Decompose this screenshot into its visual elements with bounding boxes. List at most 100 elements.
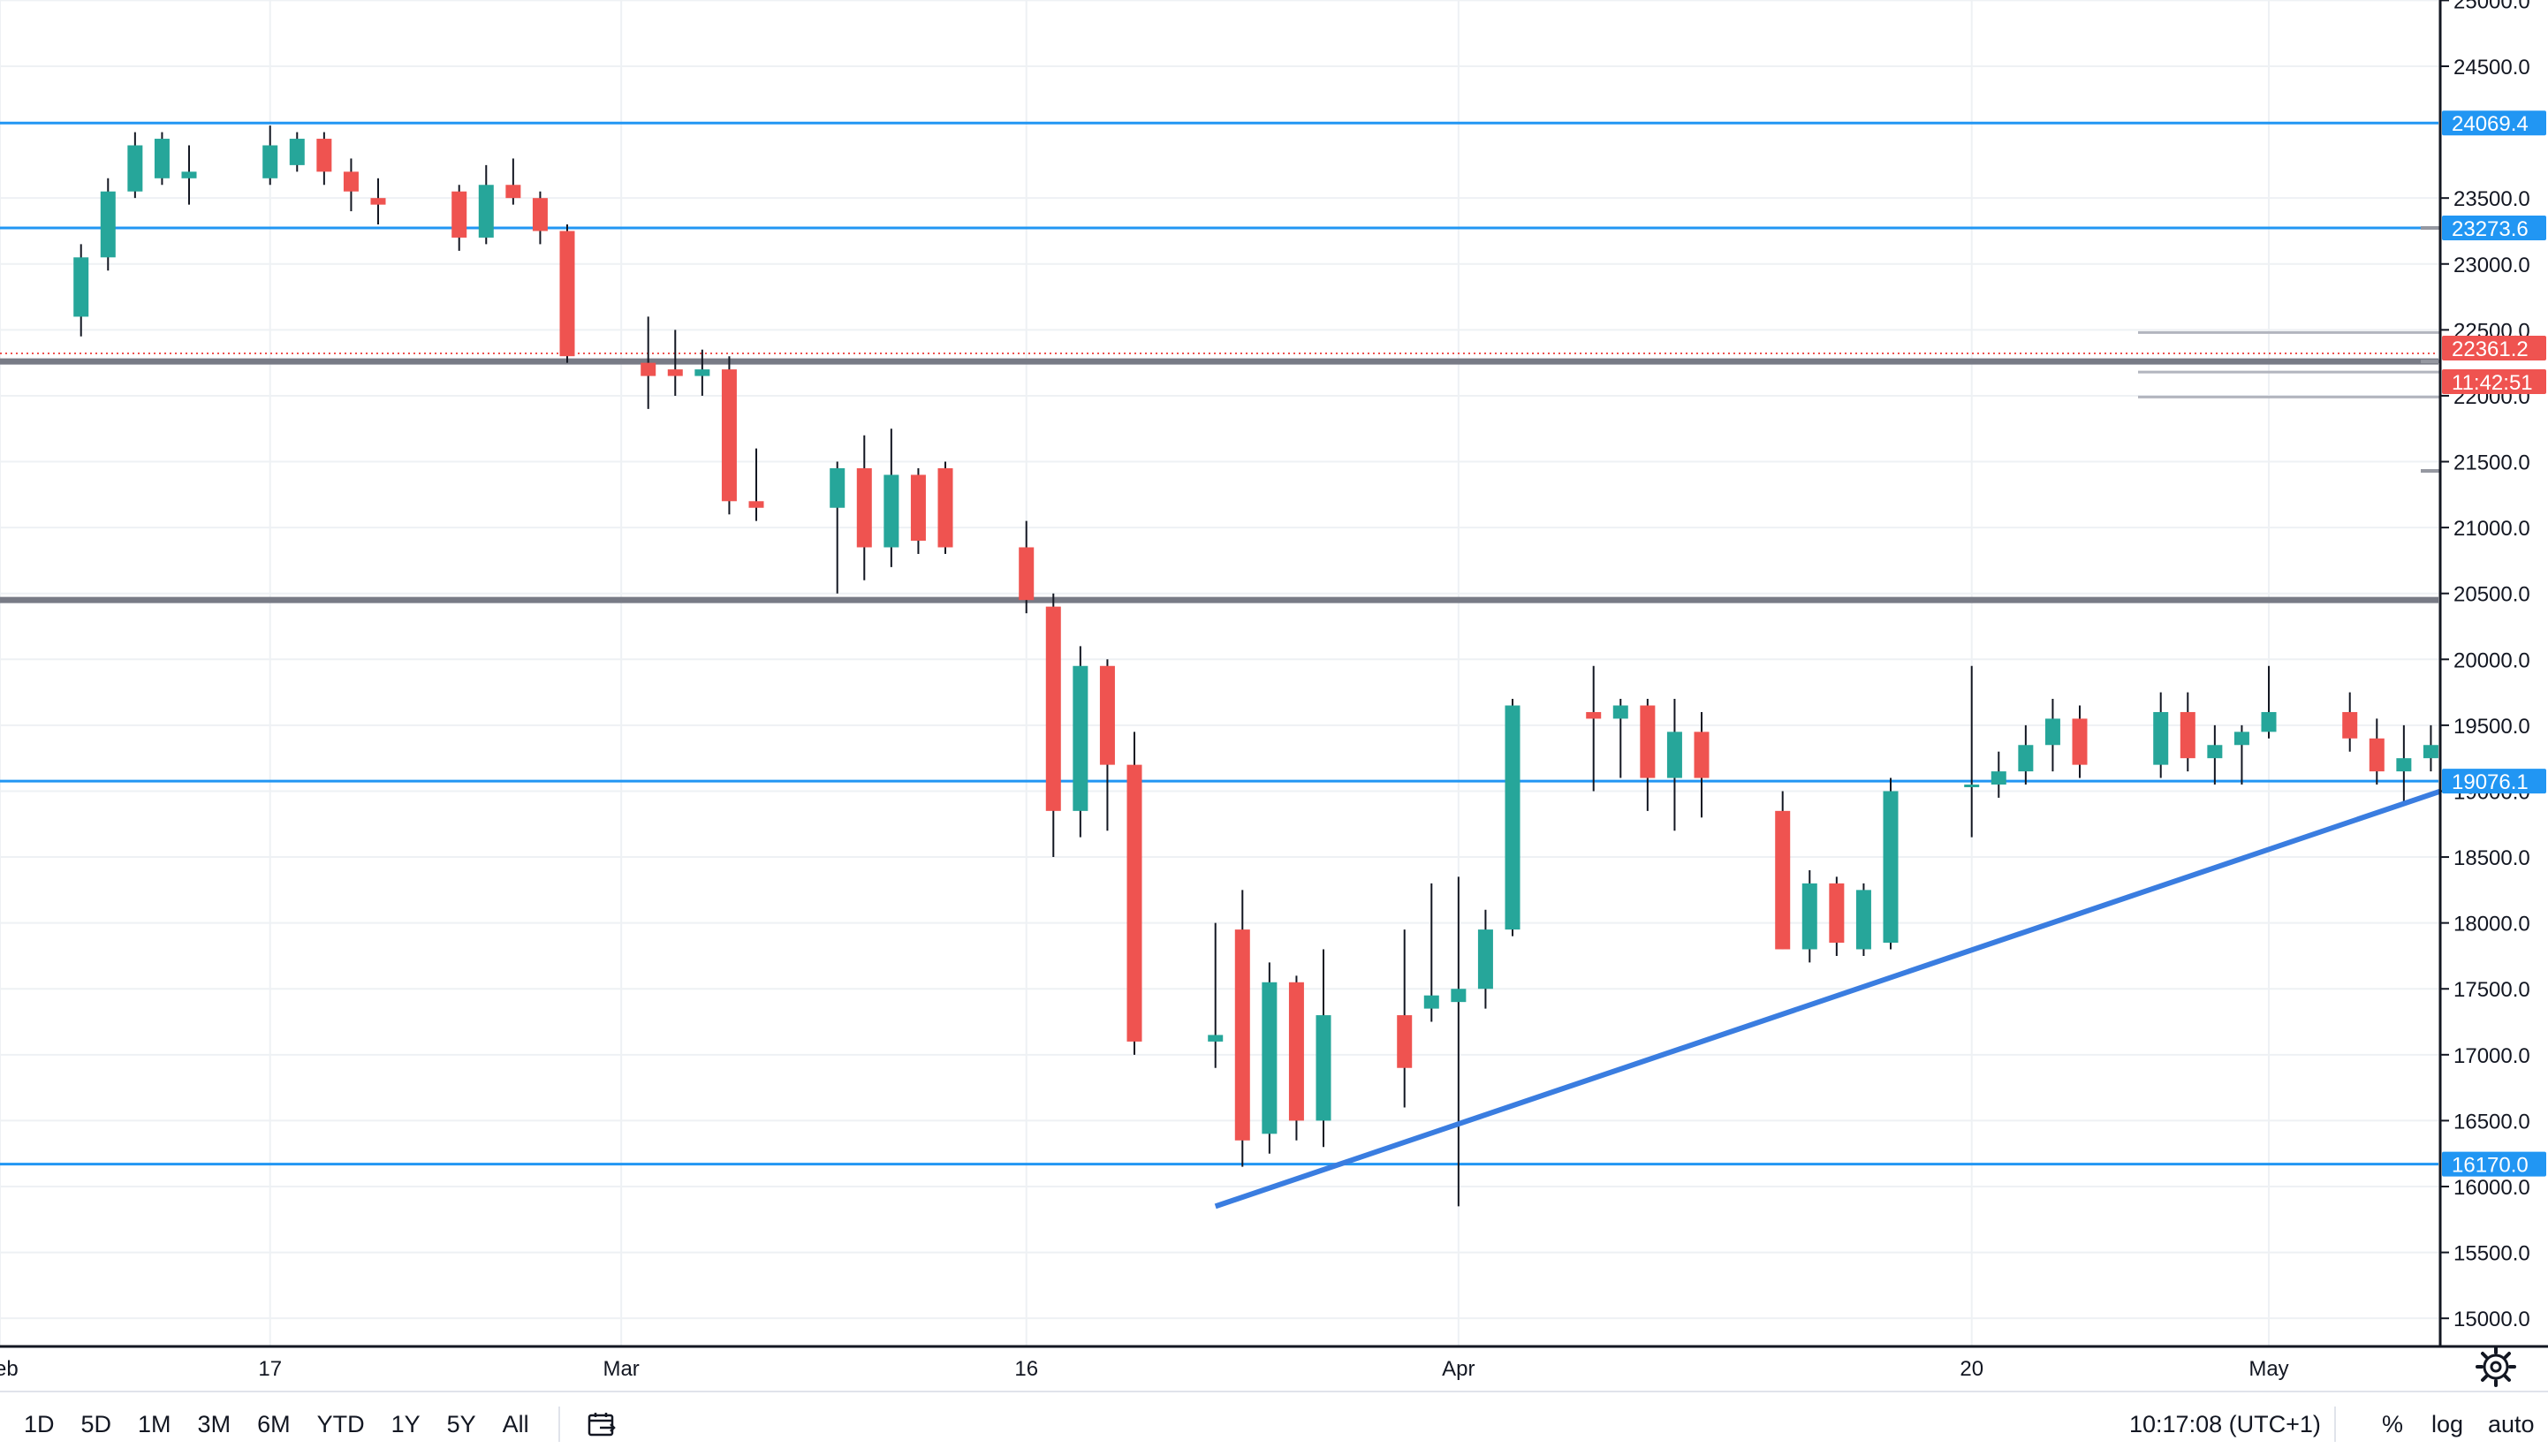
horizontal-levels [0, 121, 2438, 1166]
candle [370, 178, 386, 225]
price-tick-label: 16500.0 [2453, 1110, 2530, 1134]
candle [2180, 692, 2195, 772]
candle-body [1288, 982, 1304, 1121]
candle [451, 185, 467, 251]
candle [100, 178, 116, 271]
candle [1316, 949, 1331, 1148]
candle-body [883, 474, 899, 548]
trendline[interactable] [1214, 227, 2548, 1210]
candle-body [316, 139, 332, 172]
gear-icon[interactable] [2476, 1346, 2516, 1387]
candle-body [1801, 883, 1817, 950]
price-tick-label: 18500.0 [2453, 846, 2530, 870]
last-price-tag-bg [2442, 336, 2546, 361]
candle-body [1612, 705, 1628, 719]
timeframe-group: 1D 5D 1M 3M 6M YTD 1Y 5Y All [0, 1398, 542, 1451]
candle [1126, 732, 1142, 1055]
candle-body [830, 467, 846, 508]
price-tick-label: 16000.0 [2453, 1176, 2530, 1200]
candle-body [505, 185, 521, 199]
candle [181, 145, 197, 205]
candle [316, 132, 332, 186]
timeframe-button-all[interactable]: All [502, 1411, 529, 1437]
clock-readout[interactable]: 10:17:08 (UTC+1) [2129, 1411, 2321, 1437]
candle [2369, 718, 2385, 785]
candle-body [2261, 711, 2277, 732]
time-axis[interactable]: Feb17Mar16Apr20May18Jun15Jul13Aug [0, 1345, 2548, 1391]
candle [1208, 922, 1224, 1068]
timeframe-button-3m[interactable]: 3M [197, 1411, 231, 1437]
candle-body [1964, 785, 1980, 788]
last-price-tag: 22361.2 [2452, 337, 2529, 361]
candle [1505, 699, 1520, 937]
auto-scale-button[interactable]: auto [2488, 1411, 2535, 1437]
timeframe-button-1m[interactable]: 1M [138, 1411, 171, 1437]
candle-body [1505, 705, 1520, 930]
time-tick-label: May [2248, 1357, 2288, 1381]
timeframe-button-1d[interactable]: 1D [24, 1411, 55, 1437]
log-scale-button[interactable]: log [2431, 1411, 2464, 1437]
candle-body [262, 145, 278, 178]
level-price-tag: 23273.6 [2452, 217, 2529, 241]
candle-body [2180, 711, 2195, 759]
timeframe-button-ytd[interactable]: YTD [316, 1411, 365, 1437]
candle [532, 191, 548, 245]
candle-body [1045, 606, 1061, 811]
candle-body [2207, 745, 2223, 759]
candle [2153, 692, 2169, 778]
candle-body [1126, 764, 1142, 1042]
price-axis[interactable]: 25000.024500.023500.023000.022500.022000… [2438, 0, 2548, 1391]
price-tick-label: 25000.0 [2453, 0, 2530, 13]
price-tick-label: 17000.0 [2453, 1044, 2530, 1068]
candle-body [1019, 547, 1035, 601]
bottom-toolbar: 1D 5D 1M 3M 6M YTD 1Y 5Y All 10:17:08 (UTC+1) % … [0, 1391, 2548, 1456]
candle-body [2072, 718, 2088, 765]
price-tick-label: 17500.0 [2453, 978, 2530, 1002]
candle-body [1262, 982, 1278, 1134]
candle [154, 132, 170, 186]
timeframe-button-6m[interactable]: 6M [257, 1411, 291, 1437]
level-price-tag: 16170.0 [2452, 1154, 2529, 1178]
candle [478, 164, 494, 245]
price-tick-label: 19500.0 [2453, 715, 2530, 739]
price-chart[interactable]: R1S1R1S1 25000.024500.023500.023000.0225… [0, 0, 2548, 1391]
candle-body [1666, 732, 1682, 778]
time-tick-label: 16 [1014, 1357, 1038, 1381]
candle [1073, 646, 1088, 838]
candle-body [154, 139, 170, 178]
candle [1855, 883, 1871, 956]
percent-scale-button[interactable]: % [2382, 1411, 2404, 1437]
toolbar-divider [2334, 1407, 2336, 1442]
candle [1612, 699, 1628, 778]
candle [1829, 876, 1845, 956]
time-tick-label: Apr [1442, 1357, 1475, 1381]
timeframe-button-5y[interactable]: 5Y [446, 1411, 476, 1437]
candle [910, 467, 926, 554]
timeframe-button-1y[interactable]: 1Y [391, 1411, 421, 1437]
candle-body [100, 191, 116, 258]
candle [2018, 724, 2034, 785]
candle-body [2044, 718, 2060, 746]
candle [830, 461, 846, 594]
candle [1423, 883, 1439, 1022]
level-price-tag-bg [2442, 1151, 2546, 1177]
candle-body [127, 145, 143, 192]
calendar-goto-icon[interactable] [576, 1398, 629, 1451]
time-axis-background [0, 1346, 2548, 1391]
candle-body [667, 369, 683, 376]
candle [343, 158, 359, 212]
candle-body [478, 185, 494, 238]
candle [1045, 593, 1061, 858]
candle-body [1883, 791, 1899, 944]
candle-body [1477, 929, 1493, 990]
timeframe-button-5d[interactable]: 5D [80, 1411, 112, 1437]
candle [2207, 724, 2223, 785]
price-tick-label: 21000.0 [2453, 517, 2530, 541]
price-tick-label: 24500.0 [2453, 56, 2530, 80]
price-tick-label: 15500.0 [2453, 1242, 2530, 1266]
candle [505, 158, 521, 205]
candle-body [1208, 1035, 1224, 1042]
level-price-tag: 19076.1 [2452, 770, 2529, 794]
candle [127, 132, 143, 199]
candle [2072, 705, 2088, 778]
